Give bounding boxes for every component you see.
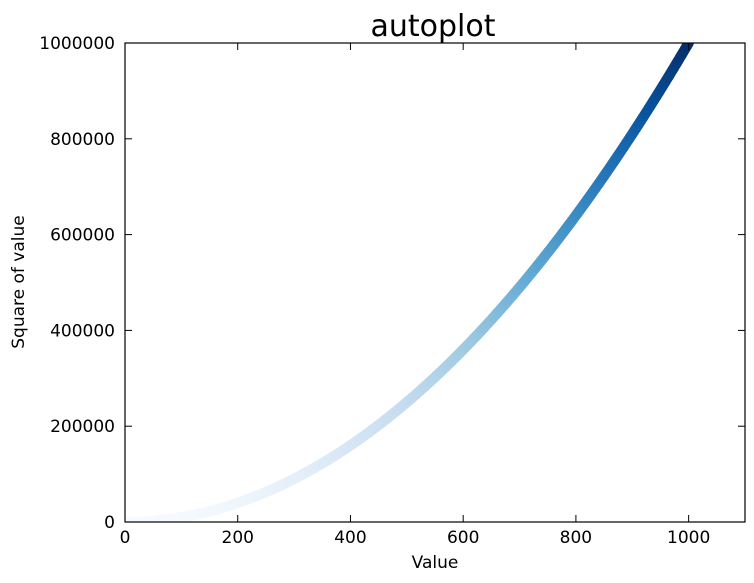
plot-frame <box>124 42 746 523</box>
x-tick-label: 1000 <box>667 528 710 548</box>
y-tick-label: 600000 <box>50 226 115 246</box>
x-tick-label: 400 <box>334 528 366 548</box>
y-axis-label: Square of value <box>9 215 29 348</box>
scatter-points-layer <box>125 43 694 522</box>
x-axis-ticks: 0 200 400 600 800 1000 <box>120 43 710 548</box>
y-tick-label: 200000 <box>50 417 115 437</box>
x-tick-label: 600 <box>447 528 479 548</box>
x-tick-label: 800 <box>560 528 592 548</box>
y-tick-label: 1000000 <box>39 34 115 54</box>
y-tick-label: 400000 <box>50 321 115 341</box>
y-axis-ticks: 0 200000 400000 600000 800000 1000000 <box>39 34 745 533</box>
chart-title: autoplot <box>370 9 495 44</box>
x-tick-label: 200 <box>222 528 254 548</box>
y-tick-label: 0 <box>104 513 115 533</box>
x-tick-label: 0 <box>120 528 131 548</box>
x-axis-label: Value <box>412 553 459 573</box>
y-tick-label: 800000 <box>50 130 115 150</box>
